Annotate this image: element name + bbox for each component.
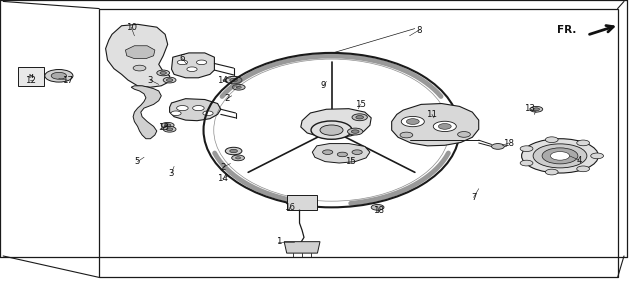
Circle shape: [171, 111, 181, 116]
Circle shape: [236, 86, 241, 88]
Circle shape: [406, 119, 419, 124]
Circle shape: [433, 121, 456, 132]
Circle shape: [348, 128, 363, 135]
Circle shape: [351, 130, 359, 133]
Text: 18: 18: [503, 138, 515, 148]
Text: H: H: [28, 74, 33, 79]
Circle shape: [203, 111, 213, 116]
Circle shape: [166, 128, 173, 131]
Circle shape: [438, 124, 451, 129]
Circle shape: [232, 155, 244, 161]
Circle shape: [230, 149, 237, 153]
Text: 4: 4: [577, 156, 582, 165]
Text: 2: 2: [220, 163, 225, 172]
Circle shape: [545, 169, 558, 175]
Circle shape: [352, 114, 367, 121]
Polygon shape: [170, 99, 221, 121]
Text: 3: 3: [169, 168, 174, 178]
Text: 6: 6: [180, 54, 185, 63]
Circle shape: [51, 72, 67, 79]
Circle shape: [177, 106, 188, 111]
Circle shape: [323, 150, 333, 154]
Circle shape: [311, 121, 352, 139]
Text: 13: 13: [524, 104, 536, 113]
Circle shape: [133, 65, 146, 71]
Polygon shape: [284, 242, 320, 253]
Polygon shape: [172, 53, 214, 78]
Text: 9: 9: [321, 81, 326, 90]
Circle shape: [163, 126, 176, 132]
Circle shape: [230, 78, 237, 82]
Text: 14: 14: [217, 76, 228, 85]
Circle shape: [520, 146, 533, 152]
Polygon shape: [106, 24, 170, 87]
Circle shape: [193, 106, 204, 111]
Polygon shape: [125, 46, 155, 59]
Circle shape: [352, 150, 362, 154]
Circle shape: [45, 69, 73, 82]
Circle shape: [166, 79, 173, 82]
Polygon shape: [392, 104, 479, 146]
Circle shape: [400, 132, 413, 138]
Text: 15: 15: [355, 100, 366, 109]
Text: 10: 10: [125, 23, 137, 32]
Circle shape: [492, 144, 504, 149]
Circle shape: [164, 124, 171, 127]
Circle shape: [157, 70, 170, 76]
Text: 8: 8: [417, 25, 422, 35]
Circle shape: [337, 152, 348, 157]
Polygon shape: [312, 144, 370, 163]
Circle shape: [225, 76, 242, 84]
Text: 15: 15: [345, 157, 356, 166]
Text: 7: 7: [471, 193, 476, 202]
Text: 5: 5: [135, 157, 140, 166]
Text: 2: 2: [225, 94, 230, 103]
Circle shape: [577, 166, 589, 172]
Circle shape: [225, 147, 242, 155]
Text: 1: 1: [276, 237, 281, 246]
Polygon shape: [18, 67, 44, 86]
Circle shape: [591, 153, 604, 159]
Text: FR.: FR.: [557, 25, 576, 35]
Circle shape: [401, 116, 424, 127]
Polygon shape: [301, 109, 371, 138]
Circle shape: [356, 116, 364, 119]
Circle shape: [533, 108, 540, 111]
Circle shape: [545, 137, 558, 142]
Text: 14: 14: [217, 174, 228, 183]
Circle shape: [520, 160, 533, 166]
Circle shape: [533, 144, 587, 168]
Text: 12: 12: [24, 76, 36, 85]
Circle shape: [187, 67, 197, 72]
Circle shape: [161, 122, 174, 128]
Circle shape: [522, 139, 598, 173]
Circle shape: [577, 140, 589, 146]
Circle shape: [160, 72, 166, 74]
Circle shape: [530, 106, 543, 112]
Circle shape: [542, 148, 578, 164]
Circle shape: [236, 157, 241, 159]
Circle shape: [320, 125, 343, 135]
Polygon shape: [131, 86, 161, 139]
Circle shape: [458, 132, 470, 137]
Circle shape: [550, 152, 570, 160]
Text: 13: 13: [157, 123, 169, 132]
Text: 11: 11: [426, 110, 438, 119]
Circle shape: [196, 60, 207, 65]
Text: 16: 16: [284, 203, 296, 212]
Polygon shape: [287, 195, 317, 210]
Circle shape: [163, 77, 176, 83]
Text: 18: 18: [373, 206, 385, 215]
Text: 17: 17: [61, 76, 73, 85]
Circle shape: [371, 204, 384, 210]
Circle shape: [177, 60, 188, 65]
Text: 3: 3: [148, 76, 153, 85]
Circle shape: [232, 84, 245, 90]
